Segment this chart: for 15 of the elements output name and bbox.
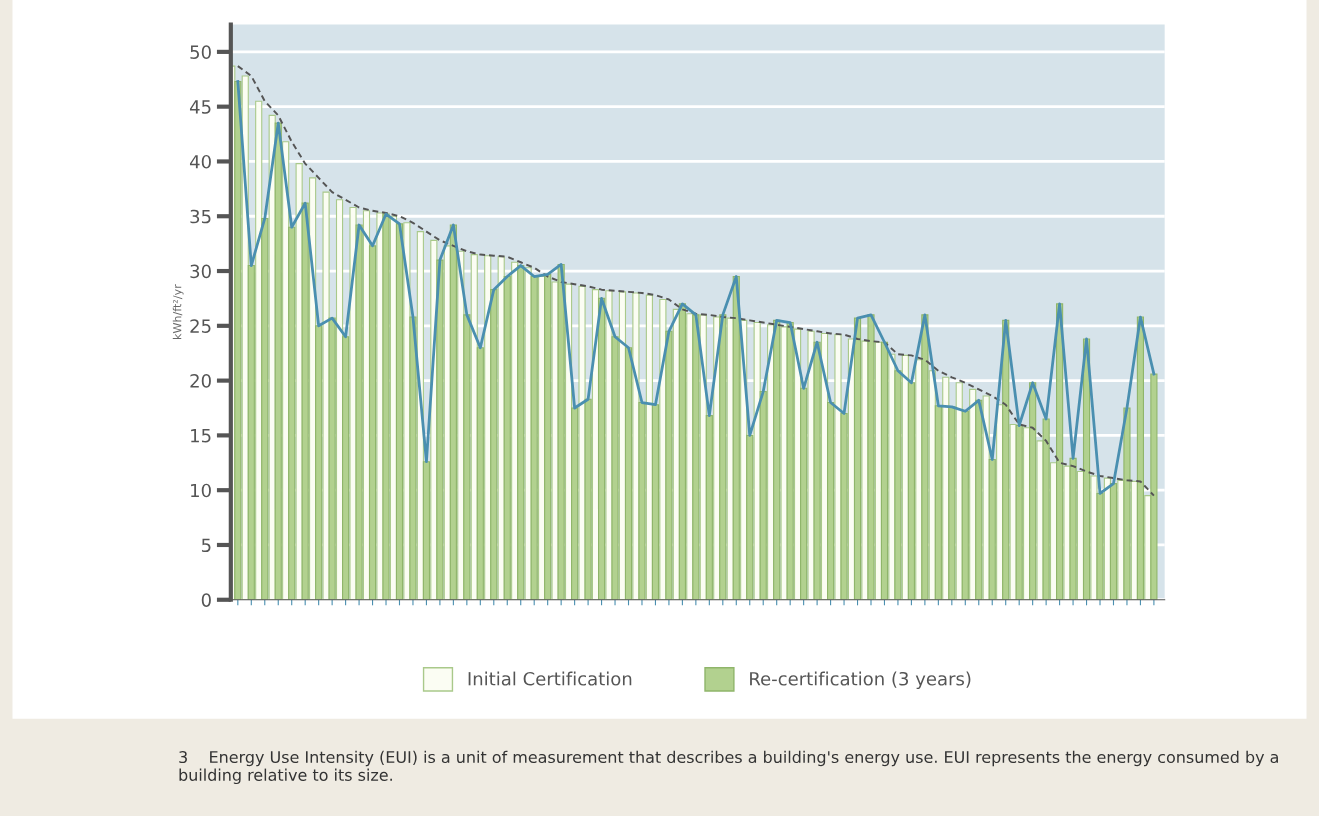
y-tick-label: 10	[191, 483, 211, 498]
y-axis-title: kWh/ft²/yr	[172, 284, 184, 339]
y-tick-label: 15	[191, 429, 211, 443]
legend-label: Re-certification (3 years)	[750, 671, 971, 690]
y-tick-label: 40	[189, 154, 211, 169]
legend-label: Initial Certification	[468, 671, 632, 686]
y-tick-label: 35	[190, 209, 211, 224]
y-tick-label: 0	[201, 593, 211, 607]
text: 3 Energy Use Intensity (EUI) is a unit of measurement that describes a building's energy use. EUI represents the energy consumed by a building relative to its size.	[179, 750, 1278, 785]
y-tick-label: 30	[190, 264, 211, 279]
y-tick-label: 50	[190, 45, 211, 59]
y-tick-label: 45	[189, 100, 211, 114]
y-tick-label: 20	[190, 374, 211, 388]
y-tick-label: 5	[201, 538, 211, 553]
y-tick-label: 25	[190, 319, 211, 333]
